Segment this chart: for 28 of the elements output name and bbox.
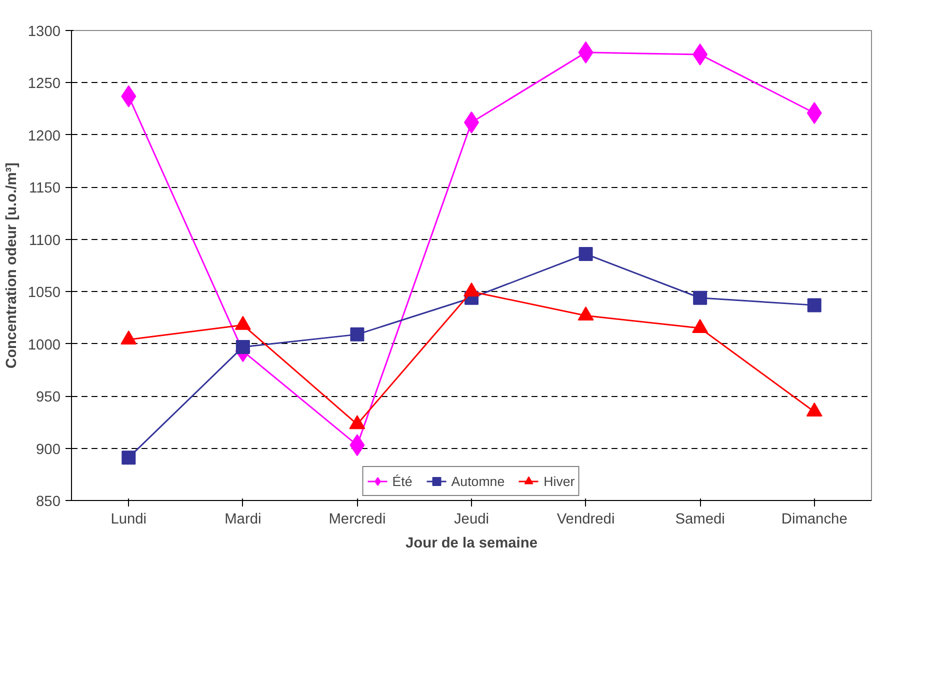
x-axis-title: Jour de la semaine bbox=[406, 536, 538, 552]
point bbox=[578, 247, 593, 262]
x-tick-label: Mercredi bbox=[328, 512, 386, 528]
x-tick-label: Lundi bbox=[110, 512, 147, 528]
legend-label: Automne bbox=[451, 474, 505, 488]
y-tick-label: 900 bbox=[36, 442, 61, 458]
x-tick-label: Vendredi bbox=[556, 512, 615, 528]
x-tick-label: Samedi bbox=[675, 512, 725, 528]
y-tick-label: 850 bbox=[36, 494, 61, 510]
legend-label: Hiver bbox=[544, 474, 575, 488]
x-tick-label: Dimanche bbox=[781, 512, 848, 528]
point bbox=[350, 327, 364, 342]
point bbox=[807, 298, 822, 312]
y-tick-label: 1300 bbox=[28, 24, 61, 40]
y-axis-title: Concentration odeur [u.o./m³] bbox=[4, 162, 20, 368]
y-tick-label: 1200 bbox=[28, 128, 61, 144]
y-tick-label: 1250 bbox=[28, 76, 61, 92]
point bbox=[122, 450, 136, 465]
x-tick-label: Jeudi bbox=[454, 512, 490, 528]
y-tick-label: 1150 bbox=[28, 180, 61, 197]
point bbox=[693, 290, 708, 305]
point bbox=[236, 340, 250, 354]
y-tick-label: 1000 bbox=[28, 337, 61, 354]
x-tick-label: Mardi bbox=[224, 512, 262, 528]
y-tick-label: 1100 bbox=[28, 232, 61, 249]
y-tick-label: 950 bbox=[36, 390, 61, 406]
y-tick-label: 1050 bbox=[28, 285, 61, 302]
legend-label: Été bbox=[392, 474, 412, 488]
